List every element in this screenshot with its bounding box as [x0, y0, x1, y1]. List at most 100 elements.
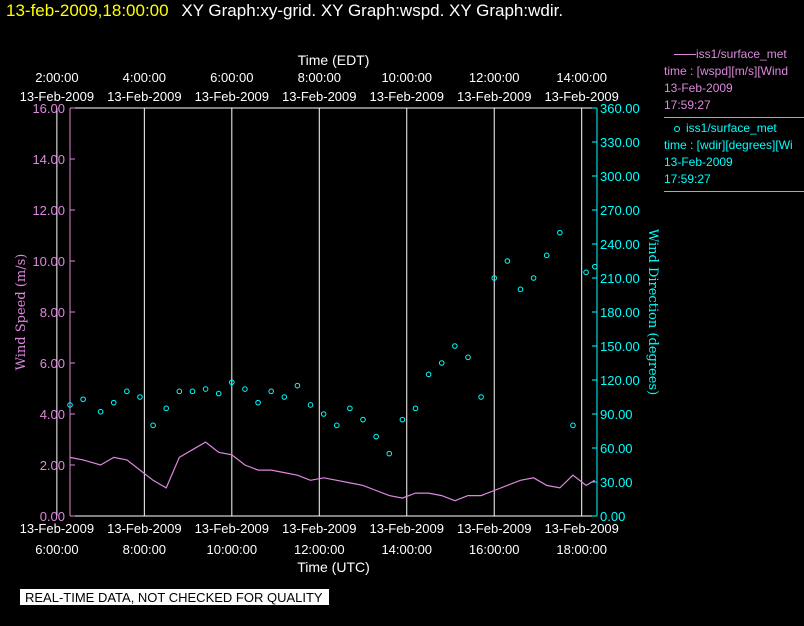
bottom-axis-title: Time (UTC) — [297, 559, 370, 575]
wdir-point — [150, 422, 156, 429]
wdir-point — [592, 263, 598, 270]
wdir-point — [373, 433, 379, 440]
legend-wspd-desc: time : [wspd][m/s][Wind — [664, 64, 789, 78]
legend-wdir-date: 13-Feb-2009 — [664, 155, 733, 169]
top-tick-date: 13-Feb-2009 — [20, 89, 94, 104]
bottom-tick-date: 13-Feb-2009 — [107, 521, 181, 536]
bottom-tick-time: 14:00:00 — [381, 542, 432, 557]
left-tick-label: 16.00 — [32, 101, 65, 116]
wdir-point — [530, 275, 537, 281]
timestamp: 13-feb-2009,18:00:00 — [6, 1, 169, 20]
wspd-series-line — [69, 441, 596, 502]
top-tick-date: 13-Feb-2009 — [282, 89, 356, 104]
quality-notice: REAL-TIME DATA, NOT CHECKED FOR QUALITY — [20, 589, 329, 605]
right-tick-label: 120.00 — [600, 373, 640, 388]
top-tick-time: 10:00:00 — [381, 70, 432, 85]
top-tick-time: 4:00:00 — [123, 70, 166, 85]
legend-wspd-time: 17:59:27 — [664, 98, 711, 112]
legend-wdir-desc: time : [wdir][degrees][Wi — [664, 138, 793, 152]
top-axis-title: Time (EDT) — [298, 52, 370, 68]
wdir-point — [360, 416, 366, 423]
wdir-point — [425, 371, 432, 378]
left-tick-label: 10.00 — [32, 254, 65, 269]
legend-wdir-name: iss1/surface_met — [686, 121, 777, 135]
wdir-point — [268, 388, 274, 395]
left-tick-label: 12.00 — [32, 203, 65, 218]
top-tick-time: 6:00:00 — [210, 70, 253, 85]
wdir-point — [163, 405, 170, 412]
left-tick-label: 6.00 — [40, 356, 65, 371]
right-tick-label: 210.00 — [600, 271, 640, 286]
wdir-point — [80, 396, 86, 403]
right-tick-label: 330.00 — [600, 135, 640, 150]
right-tick-label: 240.00 — [600, 237, 640, 252]
wdir-point — [347, 405, 353, 412]
wdir-point — [255, 399, 261, 406]
wdir-point — [438, 360, 445, 366]
wdir-point — [399, 416, 406, 423]
bottom-tick-time: 16:00:00 — [469, 542, 520, 557]
wdir-point — [386, 450, 393, 457]
bottom-tick-time: 8:00:00 — [123, 542, 166, 557]
right-axis-title: Wind Direction (degrees) — [645, 229, 660, 395]
left-axis-title: Wind Speed (m/s) — [14, 254, 29, 371]
wdir-point — [543, 252, 550, 259]
line-symbol-icon — [674, 54, 696, 56]
title-bar: 13-feb-2009,18:00:00 XY Graph:xy-grid. X… — [6, 1, 563, 21]
wdir-point — [504, 258, 511, 264]
wdir-point — [242, 386, 248, 392]
top-tick-date: 13-Feb-2009 — [195, 89, 269, 104]
wdir-point — [320, 411, 327, 417]
bottom-tick-date: 13-Feb-2009 — [544, 521, 618, 536]
wdir-point — [294, 382, 301, 389]
wdir-point — [67, 402, 73, 408]
wdir-point — [491, 275, 498, 281]
bottom-tick-date: 13-Feb-2009 — [282, 521, 356, 536]
right-tick-label: 90.00 — [600, 407, 633, 422]
wdir-point — [412, 405, 419, 412]
left-tick-label: 2.00 — [40, 458, 65, 473]
right-tick-label: 150.00 — [600, 339, 640, 354]
left-tick-label: 8.00 — [40, 305, 65, 320]
wdir-point — [465, 354, 471, 361]
top-tick-date: 13-Feb-2009 — [457, 89, 531, 104]
top-tick-time: 2:00:00 — [35, 70, 78, 85]
bottom-tick-time: 6:00:00 — [35, 542, 78, 557]
right-tick-label: 270.00 — [600, 203, 640, 218]
wdir-point — [452, 343, 458, 349]
bottom-tick-time: 12:00:00 — [294, 542, 345, 557]
wdir-point — [137, 394, 143, 400]
legend-divider — [664, 191, 804, 192]
wdir-point — [478, 394, 484, 400]
top-tick-time: 14:00:00 — [556, 70, 607, 85]
top-tick-date: 13-Feb-2009 — [107, 89, 181, 104]
top-tick-time: 8:00:00 — [298, 70, 341, 85]
wdir-point — [583, 269, 589, 276]
right-tick-label: 60.00 — [600, 441, 633, 456]
wdir-point — [202, 386, 209, 392]
bottom-tick-date: 13-Feb-2009 — [457, 521, 531, 536]
bottom-tick-time: 18:00:00 — [556, 542, 607, 557]
wdir-point — [189, 388, 196, 395]
top-tick-time: 12:00:00 — [469, 70, 520, 85]
legend-wspd-date: 13-Feb-2009 — [664, 81, 733, 95]
legend-wdir: iss1/surface_met time : [wdir][degrees][… — [664, 120, 804, 188]
left-tick-label: 4.00 — [40, 407, 65, 422]
top-tick-date: 13-Feb-2009 — [544, 89, 618, 104]
right-tick-label: 360.00 — [600, 101, 640, 116]
right-tick-label: 180.00 — [600, 305, 640, 320]
wdir-point — [176, 388, 183, 395]
wdir-point — [110, 399, 117, 406]
right-tick-label: 30.00 — [600, 475, 633, 490]
legend-wdir-time: 17:59:27 — [664, 172, 711, 186]
wdir-point — [281, 394, 288, 400]
bottom-tick-date: 13-Feb-2009 — [20, 521, 94, 536]
wdir-point — [307, 402, 314, 408]
wdir-point — [333, 422, 340, 429]
left-tick-label: 14.00 — [32, 152, 65, 167]
circle-marker-icon — [674, 125, 680, 132]
wdir-point — [517, 286, 524, 293]
legend-wspd-name: iss1/surface_met — [696, 47, 787, 61]
right-tick-label: 300.00 — [600, 169, 640, 184]
